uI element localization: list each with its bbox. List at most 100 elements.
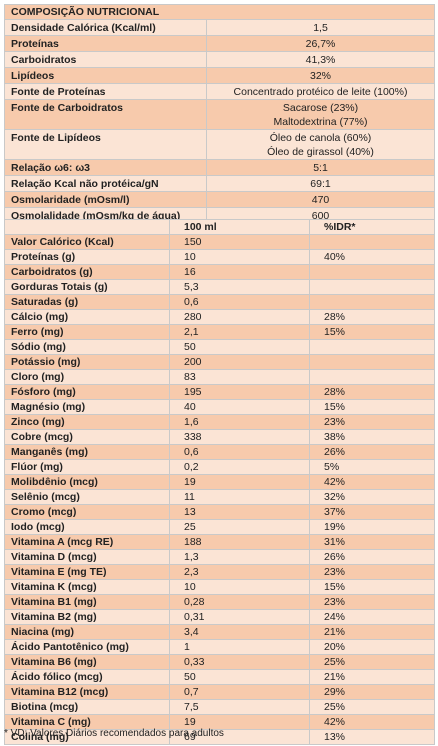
nutrient-label: Vitamina B6 (mg): [4, 654, 170, 670]
composition-title-row: COMPOSIÇÃO NUTRICIONAL: [3, 4, 436, 20]
composition-value-line: Óleo de girassol (40%): [267, 146, 374, 158]
composition-value: 26,7%: [205, 35, 436, 52]
nutrient-row: Vitamina E (mg TE) 2,3 23%: [4, 564, 435, 580]
nutrient-row: Proteínas (g) 10 40%: [4, 249, 435, 265]
nutrient-label: Vitamina K (mcg): [4, 579, 170, 595]
nutrient-row: Colina (mg) 69 13%: [4, 729, 435, 745]
nutrient-label: Cobre (mcg): [4, 429, 170, 445]
footnote: * VD: Valores Diários recomendados para …: [4, 728, 224, 739]
nutrient-row: Fósforo (mg) 195 28%: [4, 384, 435, 400]
nutrient-row: Carboidratos (g) 16: [4, 264, 435, 280]
nutrient-label: Fósforo (mg): [4, 384, 170, 400]
nutrient-label: Vitamina E (mg TE): [4, 564, 170, 580]
nutrient-row: Vitamina B6 (mg) 0,33 25%: [4, 654, 435, 670]
nutrient-row: Potássio (mg) 200: [4, 354, 435, 370]
nutrient-label: Selênio (mcg): [4, 489, 170, 505]
nutrient-value: 1,6: [169, 414, 310, 430]
nutrient-label: Colina (mg): [4, 729, 170, 745]
nutrient-row: Vitamina C (mg) 19 42%: [4, 714, 435, 730]
nutrient-value: 83: [169, 369, 310, 385]
nutrient-row: Flúor (mg) 0,2 5%: [4, 459, 435, 475]
nutrient-row: Vitamina K (mcg) 10 15%: [4, 579, 435, 595]
nutrient-label: Cálcio (mg): [4, 309, 170, 325]
nutrient-idr: [309, 369, 435, 385]
nutrient-label: Zinco (mg): [4, 414, 170, 430]
nutrient-idr: 23%: [309, 414, 435, 430]
nutrient-value: 280: [169, 309, 310, 325]
nutrient-idr: 38%: [309, 429, 435, 445]
nutrient-idr: 25%: [309, 699, 435, 715]
nutrient-label: Vitamina A (mcg RE): [4, 534, 170, 550]
nutrient-value: 40: [169, 399, 310, 415]
nutrient-label: Ferro (mg): [4, 324, 170, 340]
nutrient-idr: 13%: [309, 729, 435, 745]
nutrient-value: 0,28: [169, 594, 310, 610]
composition-row: Osmolaridade (mOsm/l) 470: [4, 191, 436, 208]
composition-value: 5:1: [205, 159, 436, 176]
nutrient-row: Valor Calórico (Kcal) 150: [4, 234, 435, 250]
nutrient-label: Biotina (mcg): [4, 699, 170, 715]
nutrient-value: 50: [169, 669, 310, 685]
nutrients-header-cell: 100 ml: [169, 219, 310, 235]
nutrient-label: Vitamina B12 (mcg): [4, 684, 170, 700]
nutrient-value: 188: [169, 534, 310, 550]
nutrient-idr: 21%: [309, 624, 435, 640]
nutrient-label: Carboidratos (g): [4, 264, 170, 280]
nutrient-label: Saturadas (g): [4, 294, 170, 310]
nutrient-value: 5,3: [169, 279, 310, 295]
nutrient-row: Manganês (mg) 0,6 26%: [4, 444, 435, 460]
nutrient-value: 195: [169, 384, 310, 400]
nutrient-row: Vitamina B12 (mcg) 0,7 29%: [4, 684, 435, 700]
composition-value: 32%: [205, 67, 436, 84]
nutrient-row: Magnésio (mg) 40 15%: [4, 399, 435, 415]
composition-row: Fonte de Carboidratos Sacarose (23%) Malto…: [4, 99, 436, 130]
composition-row: Relação Kcal não protéica/gN 69:1: [4, 175, 436, 192]
nutrient-label: Cromo (mcg): [4, 504, 170, 520]
nutrient-value: 0,33: [169, 654, 310, 670]
nutrient-label: Manganês (mg): [4, 444, 170, 460]
composition-row: Carboidratos 41,3%: [4, 51, 436, 68]
nutrient-label: Molibdênio (mcg): [4, 474, 170, 490]
nutrient-row: Cálcio (mg) 280 28%: [4, 309, 435, 325]
composition-label: Densidade Calórica (Kcal/ml): [4, 19, 207, 36]
nutrient-idr: 15%: [309, 579, 435, 595]
nutrient-value: 25: [169, 519, 310, 535]
nutrient-label: Vitamina B1 (mg): [4, 594, 170, 610]
nutrient-idr: 42%: [309, 714, 435, 730]
composition-label: Relação ω6: ω3: [4, 159, 207, 176]
nutrient-value: 3,4: [169, 624, 310, 640]
nutrient-idr: 21%: [309, 669, 435, 685]
composition-row: Proteínas 26,7%: [4, 35, 436, 52]
nutrient-value: 2,1: [169, 324, 310, 340]
nutrient-value: 0,31: [169, 609, 310, 625]
composition-row: Fonte de Lipídeos Óleo de canola (60%) Óle…: [4, 129, 436, 160]
nutrient-row: Gorduras Totais (g) 5,3: [4, 279, 435, 295]
composition-value-line: Óleo de canola (60%): [269, 132, 372, 144]
nutrient-label: Ácido fólico (mcg): [4, 669, 170, 685]
composition-label: Carboidratos: [4, 51, 207, 68]
nutrient-row: Molibdênio (mcg) 19 42%: [4, 474, 435, 490]
nutrient-value: 16: [169, 264, 310, 280]
nutrient-idr: 24%: [309, 609, 435, 625]
nutrient-idr: 31%: [309, 534, 435, 550]
composition-label: Fonte de Lipídeos: [4, 129, 207, 160]
nutrient-row: Ferro (mg) 2,1 15%: [4, 324, 435, 340]
nutrient-value: 2,3: [169, 564, 310, 580]
nutrient-value: 0,6: [169, 444, 310, 460]
nutrient-value: 0,6: [169, 294, 310, 310]
nutrient-idr: 42%: [309, 474, 435, 490]
nutrient-row: Vitamina B1 (mg) 0,28 23%: [4, 594, 435, 610]
nutrient-value: 50: [169, 339, 310, 355]
nutrients-table: 100 ml %IDR* Valor Calórico (Kcal) 150 Prote…: [4, 219, 435, 745]
nutrient-idr: 19%: [309, 519, 435, 535]
nutrient-label: Iodo (mcg): [4, 519, 170, 535]
nutrient-label: Proteínas (g): [4, 249, 170, 265]
composition-value: 1,5: [205, 19, 436, 36]
nutrient-label: Potássio (mg): [4, 354, 170, 370]
nutrient-value: 7,5: [169, 699, 310, 715]
composition-table: COMPOSIÇÃO NUTRICIONAL Densidade Calórica…: [3, 4, 436, 224]
nutrient-idr: [309, 354, 435, 370]
nutrient-idr: [309, 264, 435, 280]
nutrient-row: Cromo (mcg) 13 37%: [4, 504, 435, 520]
nutrient-label: Vitamina D (mcg): [4, 549, 170, 565]
